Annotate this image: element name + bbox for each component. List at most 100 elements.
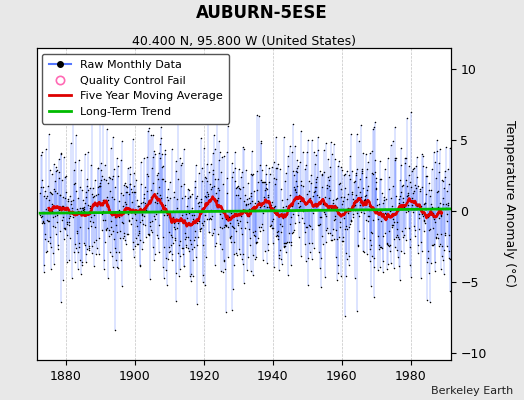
Point [274, 233, 282, 239]
Point [420, 228, 429, 234]
Point [303, 137, 312, 144]
Point [435, 214, 443, 221]
Point [182, 242, 191, 249]
Point [141, 207, 150, 213]
Point [319, 200, 327, 206]
Point [82, 251, 90, 258]
Point [160, 212, 169, 219]
Point [402, 209, 410, 215]
Point [407, 184, 415, 190]
Point [167, 242, 175, 248]
Point [230, 250, 238, 257]
Point [212, 240, 221, 247]
Point [422, 172, 431, 179]
Point [375, 201, 384, 207]
Point [404, 192, 412, 198]
Point [431, 158, 439, 165]
Point [210, 183, 218, 190]
Point [37, 184, 45, 190]
Point [75, 157, 83, 163]
Point [325, 194, 333, 201]
Point [287, 239, 296, 245]
Point [380, 193, 388, 200]
Point [219, 269, 227, 275]
Point [415, 211, 423, 217]
Point [74, 194, 83, 201]
Point [324, 205, 332, 211]
Point [107, 224, 115, 230]
Point [401, 155, 409, 161]
Point [255, 206, 264, 213]
Point [348, 168, 356, 174]
Point [155, 249, 163, 256]
Point [363, 251, 371, 258]
Point [360, 235, 368, 241]
Point [151, 194, 160, 201]
Point [336, 194, 345, 200]
Point [414, 214, 423, 221]
Point [195, 199, 204, 206]
Point [262, 184, 270, 191]
Point [330, 217, 338, 223]
Point [63, 196, 72, 203]
Point [330, 140, 339, 147]
Point [81, 200, 90, 206]
Point [60, 225, 68, 231]
Point [410, 165, 418, 171]
Point [59, 214, 67, 220]
Point [358, 185, 367, 191]
Point [327, 138, 335, 145]
Point [408, 168, 416, 175]
Point [411, 233, 420, 239]
Point [72, 230, 81, 236]
Point [376, 244, 385, 250]
Point [198, 220, 206, 226]
Point [374, 266, 383, 273]
Point [133, 197, 141, 203]
Point [204, 215, 213, 222]
Point [338, 238, 346, 244]
Point [301, 229, 310, 236]
Point [420, 218, 428, 224]
Point [248, 172, 256, 178]
Point [342, 223, 350, 230]
Point [100, 266, 108, 272]
Point [323, 185, 332, 191]
Point [217, 268, 225, 274]
Point [391, 156, 399, 163]
Point [161, 147, 170, 154]
Point [410, 227, 419, 234]
Point [245, 194, 253, 201]
Point [268, 240, 277, 246]
Point [82, 194, 90, 200]
Point [384, 155, 392, 161]
Point [439, 201, 447, 207]
Point [232, 184, 240, 191]
Point [118, 282, 126, 289]
Point [128, 239, 137, 246]
Point [357, 200, 366, 206]
Point [343, 168, 351, 174]
Point [316, 214, 324, 220]
Point [438, 253, 446, 260]
Point [137, 181, 146, 187]
Point [305, 240, 313, 246]
Point [316, 214, 325, 220]
Point [50, 261, 58, 268]
Point [66, 219, 74, 225]
Point [167, 251, 176, 257]
Point [444, 202, 452, 208]
Point [156, 194, 165, 201]
Point [250, 233, 259, 239]
Point [281, 170, 290, 176]
Point [261, 187, 269, 193]
Point [354, 228, 363, 234]
Point [123, 189, 132, 196]
Point [179, 244, 188, 251]
Point [103, 225, 111, 232]
Point [277, 223, 286, 229]
Point [374, 216, 382, 223]
Point [289, 228, 298, 235]
Point [47, 266, 55, 272]
Point [129, 253, 138, 260]
